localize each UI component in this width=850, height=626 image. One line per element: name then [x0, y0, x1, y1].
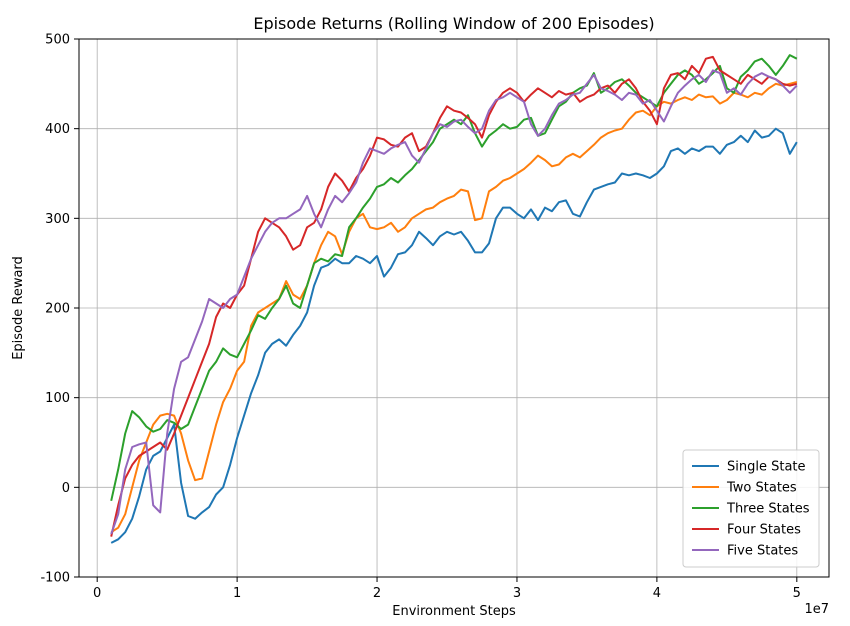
- legend-label-five-states: Five States: [727, 544, 798, 559]
- x-tick-label: 0: [93, 586, 101, 601]
- x-tick-label: 2: [373, 586, 381, 601]
- y-tick-label: 500: [45, 33, 70, 48]
- x-axis-label: Environment Steps: [392, 604, 516, 619]
- y-tick-label: 300: [45, 212, 70, 227]
- y-tick-label: 200: [45, 302, 70, 317]
- x-tick-label: 1: [233, 586, 241, 601]
- y-tick-label: 400: [45, 122, 70, 137]
- y-tick-label: -100: [40, 571, 70, 586]
- legend-label-single-state: Single State: [727, 460, 806, 475]
- axis-ticks: 0 1 2 3 4 5 -100 0 100 200 300 400 500: [40, 33, 800, 602]
- x-tick-label: 3: [513, 586, 521, 601]
- x-axis-multiplier: 1e7: [804, 602, 829, 617]
- y-tick-label: 100: [45, 391, 70, 406]
- x-tick-label: 4: [653, 586, 661, 601]
- series-line-three-states: [110, 54, 798, 502]
- y-tick-label: 0: [62, 481, 70, 496]
- series-line-five-states: [110, 69, 798, 535]
- legend: Single State Two States Three States Four S…: [682, 449, 820, 568]
- legend-label-two-states: Two States: [726, 481, 797, 496]
- legend-label-four-states: Four States: [727, 523, 801, 538]
- legend-label-three-states: Three States: [726, 502, 810, 517]
- series-line-two-states: [110, 81, 798, 534]
- series-line-single-state: [110, 127, 798, 544]
- legend-box: [682, 449, 820, 568]
- chart-title: Episode Returns (Rolling Window of 200 E…: [253, 14, 654, 33]
- y-axis-label: Episode Reward: [11, 256, 26, 360]
- grid-lines: [79, 38, 829, 578]
- series-lines: [110, 54, 798, 544]
- x-tick-label: 5: [793, 586, 801, 601]
